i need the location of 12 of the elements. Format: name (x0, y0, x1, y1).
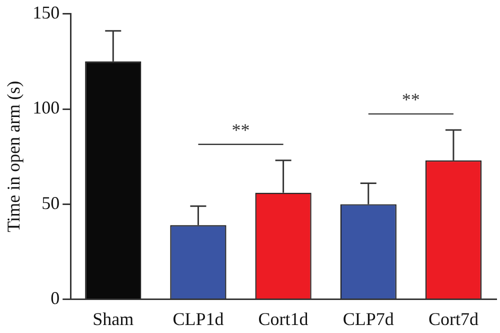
x-tick-label: CLP1d (172, 308, 224, 329)
y-tick-label: 0 (50, 288, 60, 308)
x-tick-label: CLP7d (342, 308, 394, 329)
y-axis-title: Time in open arm (s) (4, 80, 24, 232)
y-tick-label: 50 (42, 192, 60, 213)
x-tick-label: Sham (92, 308, 134, 329)
annotation: ** (232, 120, 250, 140)
y-tick-label: 150 (32, 2, 60, 23)
y-tick-label: 100 (32, 98, 60, 118)
annotation: ** (402, 90, 420, 110)
x-tick-label: Cort1d (258, 308, 308, 329)
x-tick-label: Cort7d (428, 308, 478, 329)
